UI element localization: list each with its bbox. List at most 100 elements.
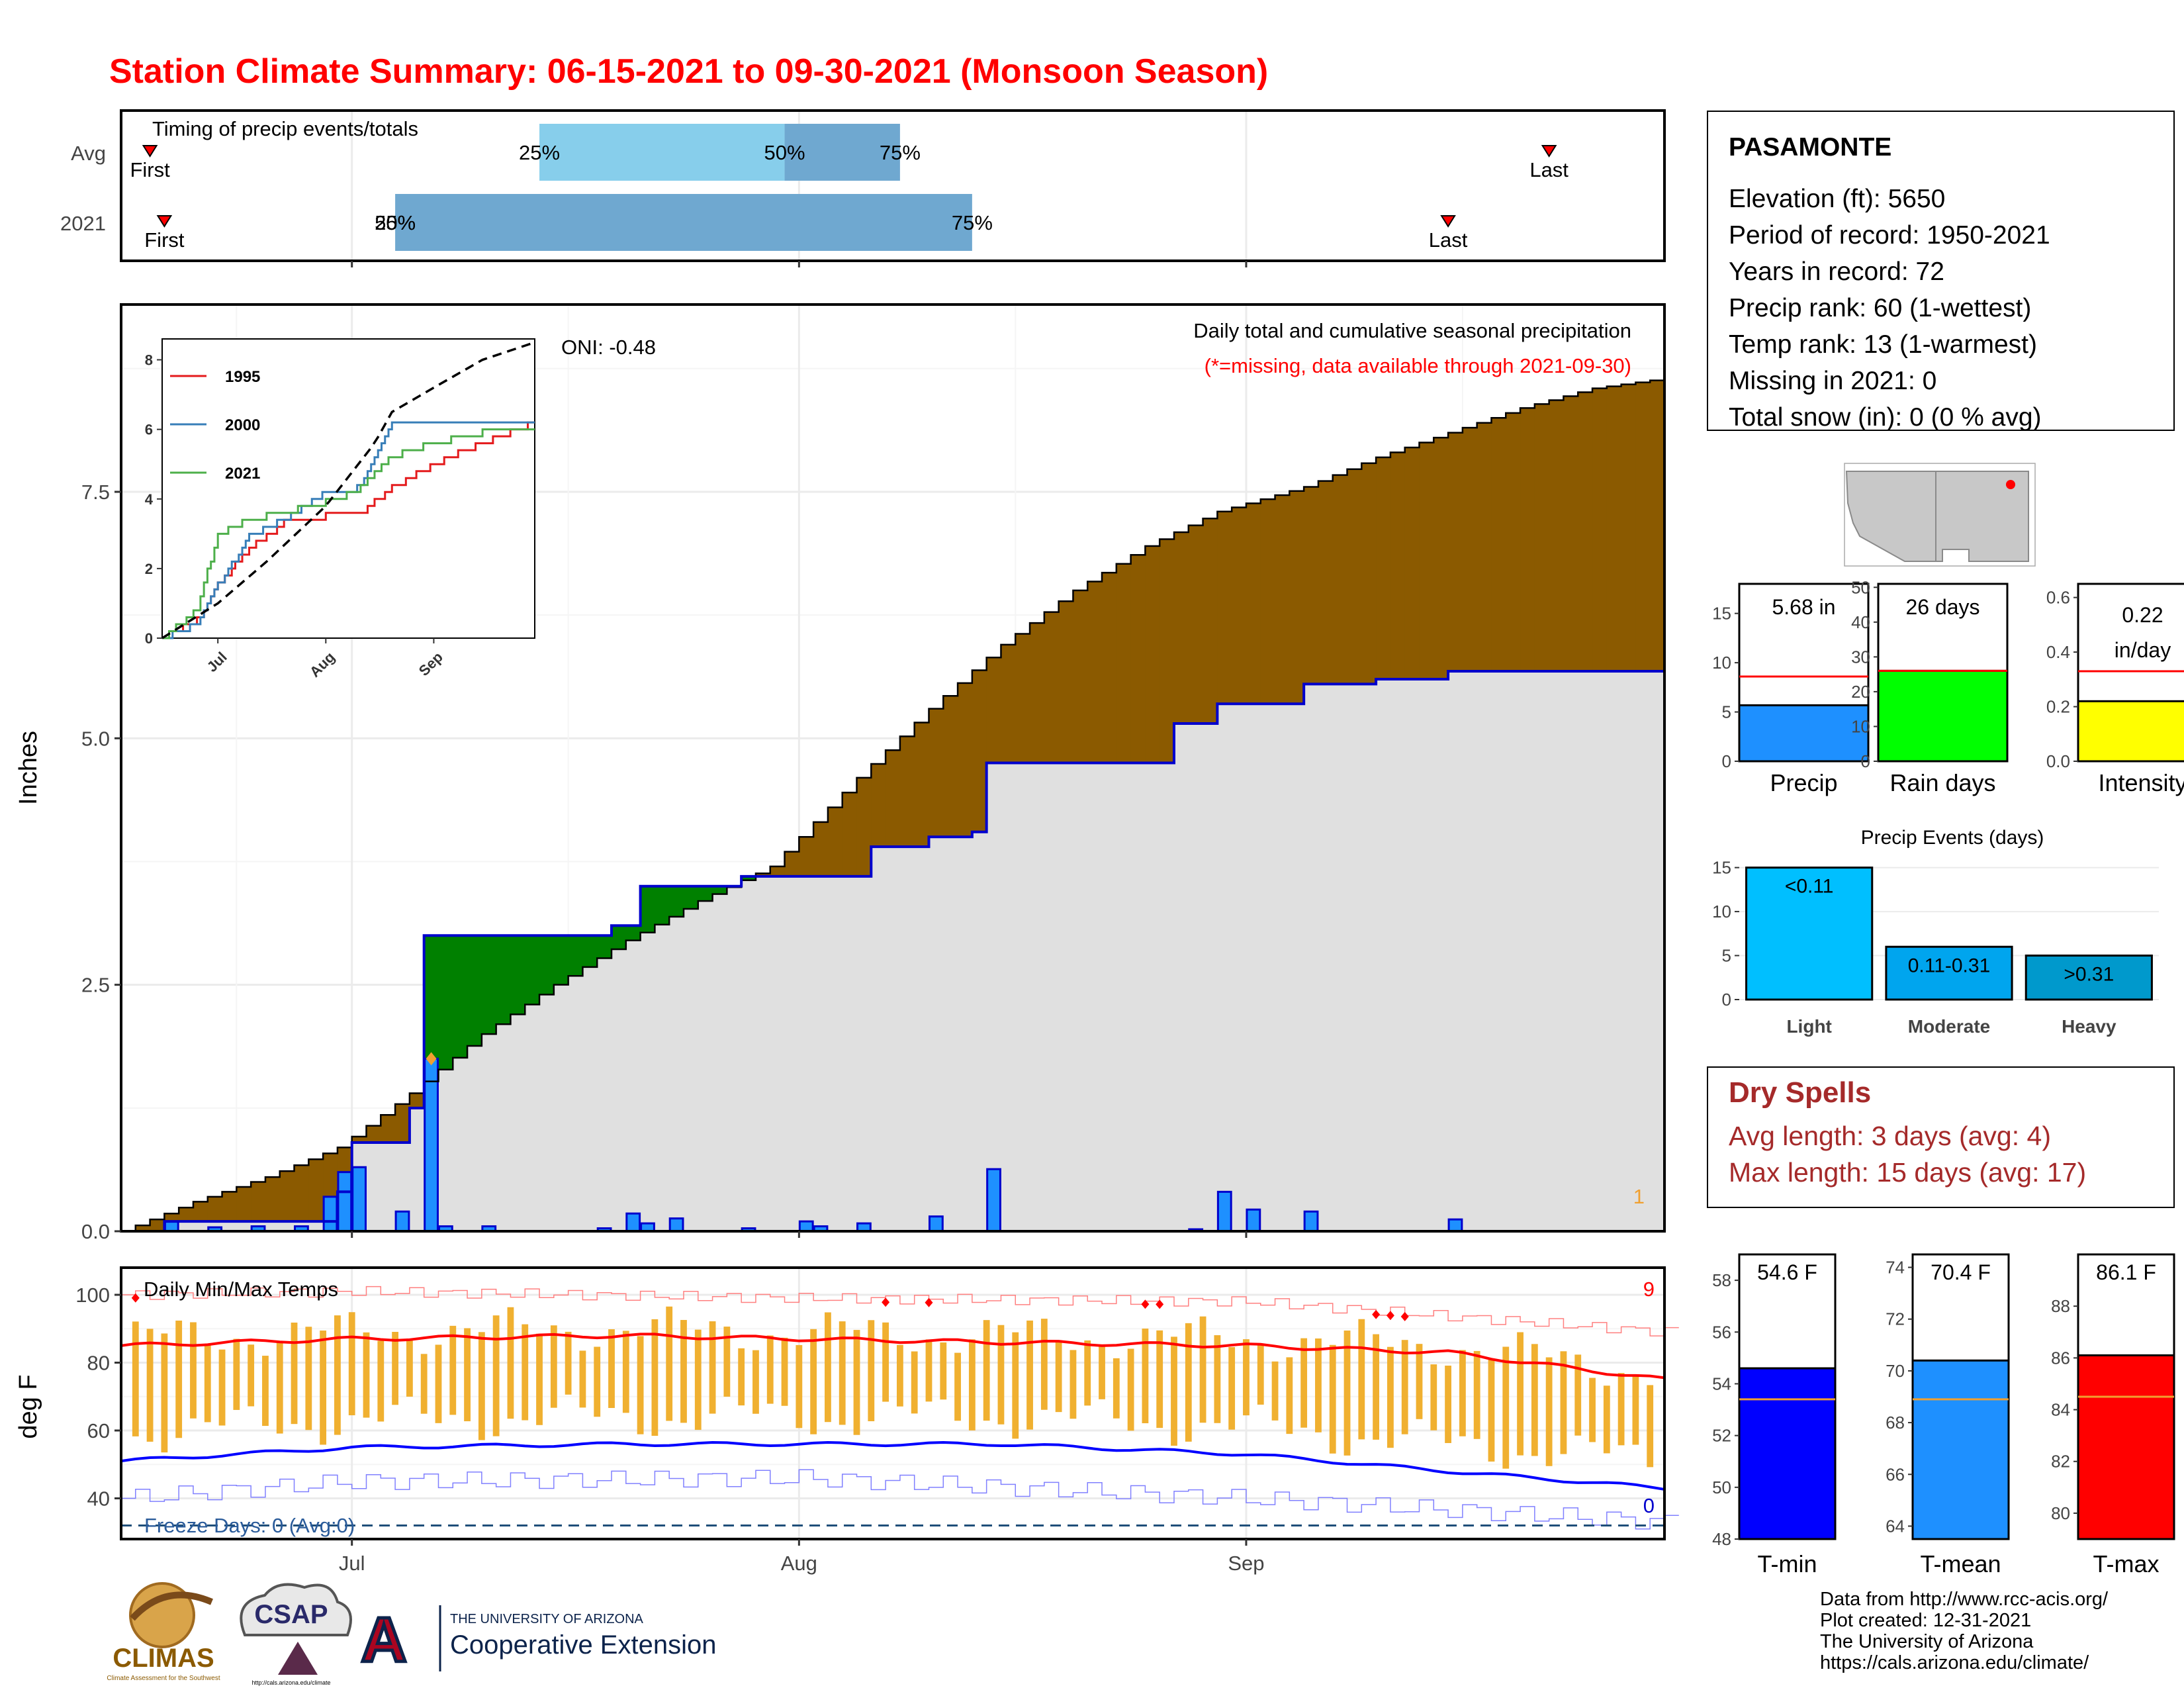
daily-temp-range-bar — [896, 1344, 903, 1407]
daily-temp-range-bar — [997, 1325, 1005, 1425]
precip-event-bar-light — [1745, 867, 1874, 1001]
mini-chart-value-bar — [1738, 704, 1870, 763]
csap-logo: CSAP http://cals.arizona.edu/climate — [240, 1583, 352, 1686]
daily-temp-range-bar — [1459, 1350, 1466, 1436]
daily-temp-range-bar — [1243, 1339, 1250, 1416]
events-ytick-label: 10 — [1712, 902, 1731, 921]
daily-temp-range-bar — [218, 1349, 226, 1426]
record-high-count: 9 — [1643, 1278, 1655, 1301]
record-high-marker — [925, 1297, 933, 1307]
precip-deficit-segment — [899, 736, 915, 847]
q50-label: 50% — [764, 141, 805, 164]
max-daily-marker — [426, 1052, 437, 1066]
record-high-marker — [1386, 1311, 1394, 1321]
temp-ylabel: deg F — [15, 1374, 42, 1438]
record-low-line — [121, 1469, 1679, 1530]
daily-temp-range-bar — [190, 1322, 197, 1419]
mini-chart-value-bar — [1877, 669, 2009, 763]
daily-temp-range-bar — [1545, 1357, 1553, 1466]
daily-temp-range-bar — [579, 1350, 586, 1408]
daily-temp-range-bar — [1214, 1335, 1221, 1423]
precip-deficit-segment — [236, 1186, 251, 1222]
station-locator-map — [1844, 463, 2036, 567]
daily-temp-range-bar — [536, 1333, 543, 1425]
ua-name: THE UNIVERSITY OF ARIZONA — [450, 1612, 644, 1626]
precip-deficit-segment — [1145, 545, 1160, 763]
daily-temp-range-bar — [680, 1320, 687, 1423]
daily-temp-range-bar — [1127, 1348, 1134, 1431]
precip-ytick-label: 5.0 — [81, 727, 110, 750]
precip-ylabel: Inches — [15, 731, 42, 805]
station-elevation: Elevation (ft): 5650 — [1729, 185, 1945, 213]
precip-deficit-segment — [1390, 452, 1406, 679]
daily-temp-range-bar — [1228, 1347, 1236, 1430]
events-ytick-label: 15 — [1712, 858, 1731, 878]
timing-q50-q75-bar — [395, 194, 972, 251]
precip-surplus-segment — [640, 886, 655, 933]
q25-label: 25% — [375, 211, 416, 234]
last-event-marker — [1541, 145, 1557, 158]
inset-ytick-label: 8 — [145, 352, 153, 369]
record-high-marker — [1141, 1299, 1150, 1309]
precip-deficit-segment — [1448, 432, 1463, 672]
mini-chart-ytick-label: 0.2 — [2046, 697, 2070, 717]
precip-deficit-segment — [856, 777, 872, 876]
daily-temp-range-bar — [651, 1319, 659, 1436]
daily-precip-bar — [351, 1166, 367, 1233]
inset-frame — [161, 338, 535, 639]
temp-summary-t-min: 48 50 52 54 56 58 54.6 F T-min — [1712, 1253, 1837, 1577]
daily-temp-range-bar — [1257, 1344, 1264, 1405]
inset-legend-label-2021: 2021 — [225, 465, 260, 483]
inset-ytick-label: 4 — [145, 491, 154, 508]
precip-deficit-segment — [1015, 633, 1030, 763]
precip-surplus-segment — [453, 935, 468, 1058]
precip-deficit-segment — [1260, 499, 1276, 704]
daily-temp-range-bar — [666, 1306, 673, 1421]
temp-summary-ytick-label: 52 — [1712, 1426, 1731, 1446]
precip-deficit-segment — [1044, 612, 1060, 763]
ua-cooperative-extension: Cooperative Extension — [450, 1630, 716, 1660]
daily-temp-range-bar — [1517, 1332, 1524, 1456]
temp-summary-ytick-label: 72 — [1886, 1309, 1905, 1329]
precip-deficit-segment — [409, 1093, 425, 1108]
inset-ytick-label: 6 — [145, 422, 153, 438]
dry-spells-max: Max length: 15 days (avg: 17) — [1729, 1157, 2086, 1188]
daily-temp-range-bar — [1488, 1360, 1495, 1462]
mini-chart-value-bar — [2077, 700, 2184, 763]
station-marker — [2006, 480, 2015, 489]
csap-cloud-icon — [240, 1583, 352, 1636]
daily-temp-range-bar — [392, 1332, 398, 1405]
daily-temp-range-bar — [420, 1354, 428, 1414]
daily-temp-range-bar — [608, 1329, 615, 1408]
precip-deficit-segment — [871, 764, 886, 847]
precip-ytick-label: 7.5 — [81, 481, 110, 504]
inset-line-2000 — [162, 421, 535, 639]
daily-temp-range-bar — [839, 1321, 846, 1425]
precip-deficit-segment — [755, 873, 771, 876]
first-event-marker — [142, 145, 158, 158]
daily-temp-range-bar — [1315, 1338, 1322, 1432]
daily-temp-range-bar — [1156, 1330, 1163, 1429]
daily-temp-range-bar — [709, 1321, 716, 1414]
average-max-temp-line — [120, 1333, 1665, 1380]
mini-chart-ytick-label: 0 — [1722, 751, 1731, 771]
daily-precip-bar — [1447, 1218, 1463, 1233]
temperature-panel: 40 60 80 100 Jul Aug Sep deg F Daily Min/Max … — [15, 1266, 1679, 1575]
map-new-mexico — [1935, 471, 2029, 562]
daily-precip-bar — [1303, 1210, 1319, 1233]
daily-precip-bar — [322, 1196, 338, 1233]
precip-surplus-segment — [741, 876, 756, 880]
daily-precip-bar — [424, 1057, 439, 1233]
precip-deficit-segment — [929, 708, 944, 837]
dry-spells-title: Dry Spells — [1729, 1076, 1871, 1109]
daily-temp-range-bar — [132, 1321, 139, 1436]
daily-temp-range-bar — [983, 1320, 990, 1421]
daily-temp-range-bar — [1445, 1365, 1451, 1443]
precip-deficit-segment — [1087, 581, 1103, 763]
mini-chart-ytick-label: 5 — [1722, 702, 1731, 722]
university-of-arizona-logo: A THE UNIVERSITY OF ARIZONA Cooperative … — [359, 1603, 717, 1677]
precip-deficit-segment — [986, 657, 1002, 763]
precip-deficit-segment — [1058, 601, 1074, 763]
daily-temp-range-bar — [694, 1329, 702, 1430]
daily-temp-range-bar — [233, 1338, 240, 1410]
